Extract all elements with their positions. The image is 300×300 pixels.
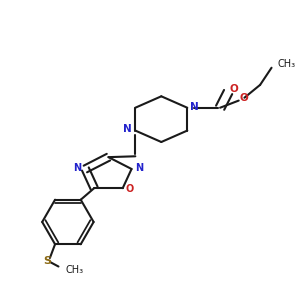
Text: O: O	[126, 184, 134, 194]
Text: N: N	[190, 102, 199, 112]
Text: O: O	[239, 93, 248, 103]
Text: S: S	[43, 256, 51, 266]
Text: O: O	[230, 84, 238, 94]
Text: N: N	[135, 163, 143, 172]
Text: N: N	[123, 124, 132, 134]
Text: CH₃: CH₃	[65, 265, 83, 275]
Text: N: N	[74, 163, 82, 172]
Text: CH₃: CH₃	[278, 59, 296, 69]
